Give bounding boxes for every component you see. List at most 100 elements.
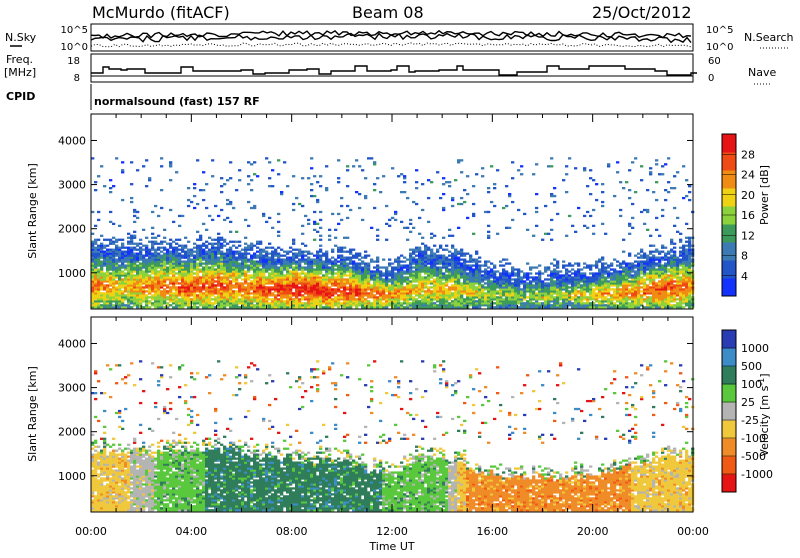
power-cell [460,282,463,284]
power-cell [235,300,238,302]
power-cell [217,264,220,266]
power-cell [118,255,121,257]
power-cell [550,300,553,302]
power-cell [175,268,178,270]
power-cell [469,268,472,270]
power-cell [349,274,352,276]
power-cell [316,268,319,270]
nave-tick-bottom: 0 [708,73,714,84]
power-cell [577,282,580,284]
power-cell [550,298,553,300]
power-cell [358,272,361,274]
power-cell [202,268,205,270]
power-cell [148,264,151,266]
power-cell [580,284,583,286]
power-cell [151,282,154,284]
power-cell [196,278,199,280]
power-cell [247,270,250,272]
power-cell [262,286,265,288]
power-cell [220,185,223,187]
power-cell [355,286,358,288]
power-cell [262,280,265,282]
power-cell [457,276,460,278]
power-cell [505,270,508,272]
power-cell [586,284,589,286]
power-cell [526,286,529,288]
power-cell [235,276,238,278]
power-cell [409,266,412,268]
power-cell [475,266,478,268]
power-cell [277,302,280,304]
power-cell [484,302,487,304]
power-cell [319,235,322,237]
power-cell [370,290,373,292]
power-cell [193,262,196,264]
power-cell [445,292,448,294]
power-cell [241,290,244,292]
power-cell [163,258,166,260]
power-cell [304,296,307,298]
power-cell [184,292,187,294]
power-cell [439,284,442,286]
power-cell [460,159,463,161]
power-cell [511,284,514,286]
power-cell [622,282,625,284]
power-cell [166,278,169,280]
power-cell [601,257,604,259]
power-cell [178,300,181,302]
power-cell [214,243,217,245]
power-cell [220,262,223,264]
power-cell [127,304,130,306]
power-cell [250,284,253,286]
power-cell [193,282,196,284]
power-cell [526,304,529,306]
power-cell [430,257,433,259]
power-cell [124,286,127,288]
power-cell [397,280,400,282]
power-cell [490,286,493,288]
power-cell [496,286,499,288]
power-cell [610,304,613,306]
power-cell [217,296,220,298]
power-cell [106,292,109,294]
power-cell [130,264,133,266]
power-cell [520,282,523,284]
power-cell [151,268,154,270]
power-cell [547,284,550,286]
power-cell [595,272,598,274]
power-cell [445,268,448,270]
power-cell [181,270,184,272]
power-cell [94,264,97,266]
power-cell [181,249,184,251]
power-cell [394,292,397,294]
power-cell [499,300,502,302]
power-cell [97,219,100,221]
power-cell [379,298,382,300]
power-cell [340,272,343,274]
power-cell [145,266,148,268]
power-cell [220,296,223,298]
power-cell [451,255,454,257]
power-cell [604,280,607,282]
power-cell [409,284,412,286]
power-cell [601,302,604,304]
power-cell [196,302,199,304]
power-cell [493,280,496,282]
power-cell [172,257,175,259]
power-cell [208,243,211,245]
power-cell [310,167,313,169]
power-cell [529,290,532,292]
power-cell [487,284,490,286]
power-cell [412,276,415,278]
power-cell [430,280,433,282]
power-cell [403,191,406,193]
power-cell [475,278,478,280]
power-cell [286,302,289,304]
power-cell [403,276,406,278]
power-cell [451,199,454,201]
power-cell [421,282,424,284]
power-cell [625,181,628,183]
power-cell [265,282,268,284]
power-cell [109,239,112,241]
power-cell [616,296,619,298]
